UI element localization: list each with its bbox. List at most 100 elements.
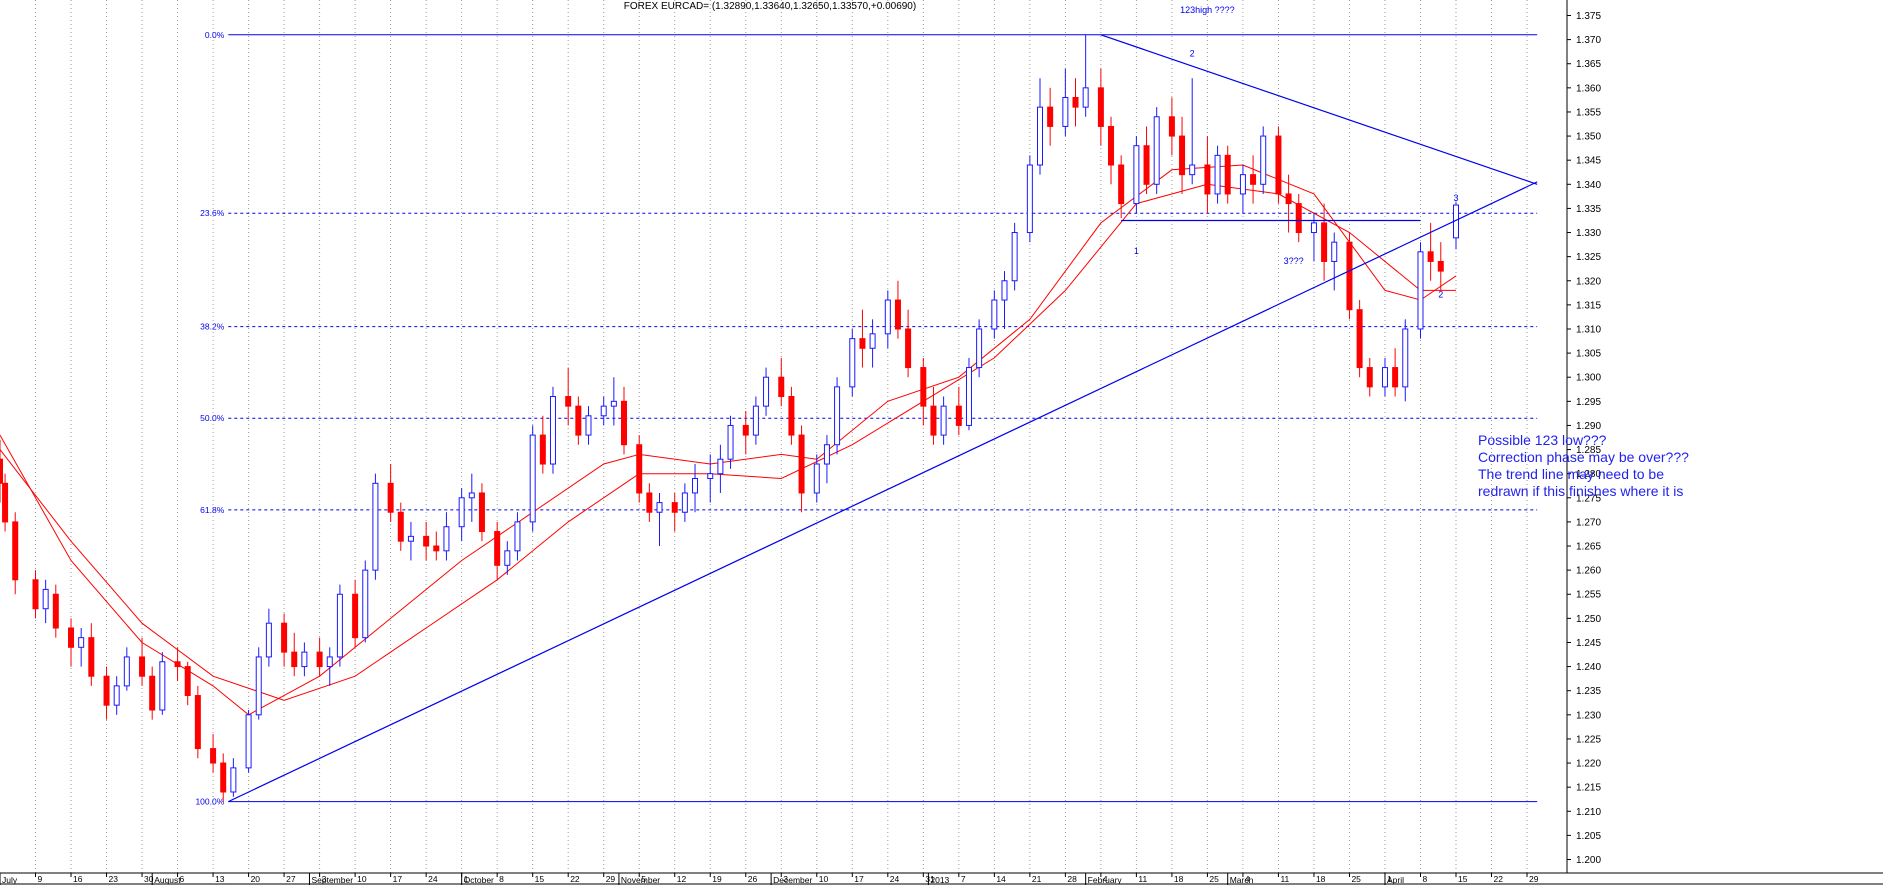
annotation-line-2: Correction phase may be over??? [1478, 449, 1689, 465]
x-tick-label: 11 [1280, 874, 1289, 884]
candle-body [1011, 232, 1018, 282]
candle-body [727, 424, 734, 460]
x-tick-label: 26 [748, 874, 758, 884]
y-tick-label: 1.205 [1576, 831, 1601, 842]
y-tick-label: 1.375 [1576, 11, 1601, 22]
candle-body [539, 434, 546, 465]
candle-body [336, 593, 343, 658]
candle-body [1224, 154, 1231, 195]
candle-body [1097, 87, 1104, 127]
candle-body [478, 492, 485, 533]
y-tick-label: 1.370 [1576, 35, 1601, 46]
candle-body [1153, 116, 1160, 185]
candle-body [78, 637, 85, 648]
candle-body [42, 588, 49, 610]
candle-body [1239, 174, 1246, 195]
x-tick-label: 18 [1174, 874, 1184, 884]
candle-body [139, 656, 146, 677]
candle-body [1331, 241, 1338, 262]
candle-body [991, 299, 998, 330]
candle-body [291, 651, 298, 668]
x-tick-label: 22 [570, 874, 580, 884]
x-tick-label: 3 [783, 874, 788, 884]
pivot-label: 3??? [1284, 256, 1304, 266]
x-tick-label: 17 [393, 874, 403, 884]
candle-body [316, 651, 323, 668]
x-tick-label: 5 [641, 874, 646, 884]
y-tick-label: 1.320 [1576, 276, 1601, 287]
x-tick-label: 19 [712, 874, 722, 884]
candle-body [646, 492, 653, 513]
x-tick-label: 24 [890, 874, 900, 884]
fibonacci-levels: 0.0% 23.6% 38.2% 50.0% 61.8% 100.0% [195, 30, 1538, 807]
candle-body [788, 396, 795, 436]
fib-level-label: 38.2% [200, 322, 225, 332]
candle-body [12, 521, 19, 581]
candle-body [52, 593, 59, 629]
candle-body [798, 434, 805, 494]
candle-body [930, 405, 937, 436]
candle-body [813, 463, 820, 494]
candle-body [859, 338, 866, 349]
x-tick-label: 1 [464, 874, 469, 884]
x-tick-label: 12 [677, 874, 687, 884]
candle-body [1214, 154, 1221, 195]
candle-body [1392, 367, 1399, 388]
candle-body [210, 748, 217, 764]
candle-body [494, 531, 501, 566]
candle-body [717, 458, 724, 475]
candle-body [1250, 174, 1257, 185]
candle-body [585, 415, 592, 436]
candle-body [468, 492, 475, 499]
y-tick-label: 1.350 [1576, 132, 1601, 143]
candle-body [834, 386, 841, 446]
pivot-label: 2 [1438, 290, 1443, 300]
candle-body [123, 656, 130, 687]
candle-body [823, 444, 830, 465]
candle-body [174, 661, 181, 668]
candle-body [976, 328, 983, 369]
candle-body [281, 622, 288, 653]
candle-body [955, 405, 962, 426]
candle-body [1118, 164, 1125, 205]
candle-body [742, 424, 749, 436]
y-tick-label: 1.270 [1576, 517, 1601, 528]
candle-body [920, 367, 927, 407]
candle-body [2, 482, 9, 523]
y-tick-label: 1.290 [1576, 421, 1601, 432]
x-tick-label: 6 [180, 874, 185, 884]
candle-body [778, 376, 785, 398]
x-tick-label: 21 [1032, 874, 1042, 884]
y-tick-label: 1.315 [1576, 300, 1601, 311]
x-tick-label: 15 [1458, 874, 1468, 884]
candle-body [220, 762, 227, 793]
candle-body [1001, 280, 1008, 301]
candle-body [149, 675, 156, 711]
grid [35, 0, 1528, 873]
x-tick-label: 4 [1245, 874, 1250, 884]
candle-body [0, 458, 3, 484]
x-tick-label: 17 [854, 874, 864, 884]
x-tick-label: 11 [1138, 874, 1147, 884]
x-tick-label: 31 [925, 874, 935, 884]
y-tick-label: 1.305 [1576, 349, 1601, 360]
candle-body [1168, 116, 1175, 137]
candle-body [443, 526, 450, 552]
y-tick-label: 1.295 [1576, 397, 1601, 408]
x-tick-label: 25 [1209, 874, 1219, 884]
candle-body [1285, 193, 1292, 205]
x-tick-label: 24 [428, 874, 438, 884]
annotation-line-1: Possible 123 low??? [1478, 432, 1607, 448]
x-tick-label: 20 [251, 874, 261, 884]
candle-body [68, 627, 75, 648]
candle-body [1143, 145, 1150, 185]
y-tick-label: 1.225 [1576, 734, 1601, 745]
x-tick-label: 30 [144, 874, 154, 884]
candle-body [1356, 309, 1363, 369]
x-tick-label: 8 [499, 874, 504, 884]
x-tick-label: 8 [1422, 874, 1427, 884]
